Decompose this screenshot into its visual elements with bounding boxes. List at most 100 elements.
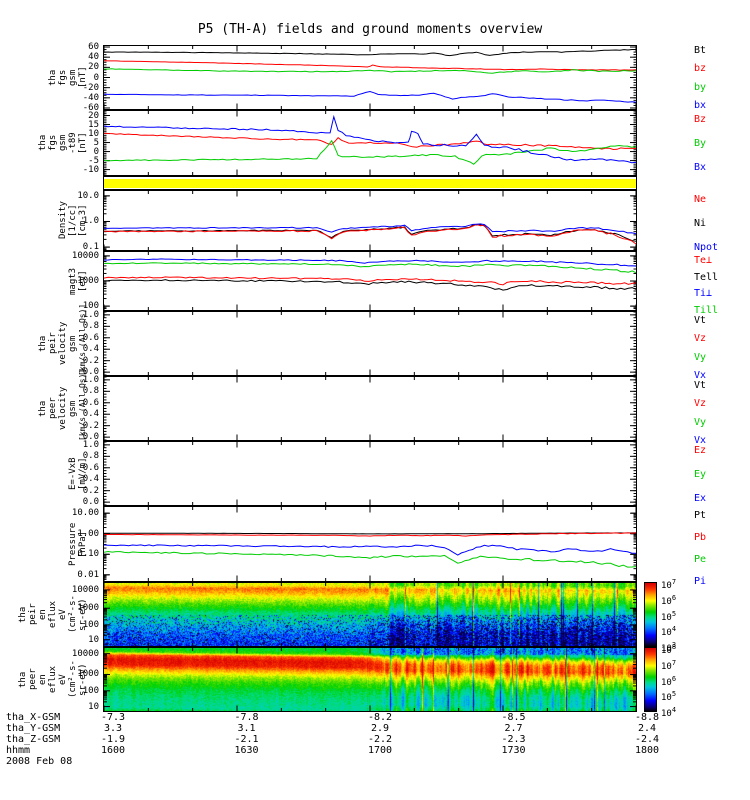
- axis-row-label: tha_X-GSM: [6, 712, 61, 723]
- y-tick-label: 0.6: [82, 332, 99, 343]
- y-tick-label: 1.0: [82, 216, 99, 227]
- y-axis-label-line: peir: [28, 603, 38, 626]
- axis-value-x: -7.3: [100, 712, 126, 723]
- y-axis-label-line: peer: [48, 397, 58, 420]
- y-axis-label-line: [km/s (All Qs)]: [78, 368, 87, 441]
- density-plot: [104, 191, 636, 250]
- y-axis-label-line: velocity: [58, 386, 68, 431]
- y-tick-label: 20: [88, 110, 99, 121]
- y-tick-label: 0.2: [82, 420, 99, 431]
- y-tick-label: 10000: [71, 648, 99, 659]
- trace-Ti⊥: [104, 258, 636, 267]
- trace-label-Vt: Vt: [694, 315, 707, 326]
- axis-row-label: tha_Z-GSM: [6, 734, 61, 745]
- trace-Npot: [104, 223, 636, 235]
- y-axis-label-line: Pressure: [68, 522, 78, 566]
- y-tick-label: 15: [88, 119, 99, 130]
- y-axis-label-line: -t89: [68, 132, 78, 154]
- colorbar-tick-label: 106: [661, 674, 676, 688]
- y-tick-label: 40: [88, 52, 99, 63]
- fgs-gsm-plot: [104, 46, 636, 109]
- colorbar-base: 10: [661, 581, 672, 591]
- colorbar-exponent: 8: [671, 643, 677, 651]
- y-axis-label-line: [km/s (All Qs)]: [78, 303, 87, 376]
- y-tick-label: 1000: [77, 669, 99, 680]
- y-tick-label: 5: [93, 137, 99, 148]
- trace-label-Te⊥: Te⊥: [694, 255, 713, 266]
- panel-peir-eflux: [103, 582, 637, 647]
- colorbar-tick-label: 104: [661, 624, 676, 638]
- axis-value-x: -7.8: [234, 712, 259, 723]
- colorbar-base: 10: [661, 628, 672, 639]
- y-tick-label: 0.4: [82, 474, 99, 485]
- y-tick-label: 100: [82, 619, 99, 630]
- axis-value-time: 1730: [501, 745, 526, 756]
- y-tick-label: 10.0: [77, 190, 99, 201]
- y-axis-label-line: en: [38, 674, 48, 685]
- colorbar-base: 10: [661, 646, 672, 656]
- y-tick-label: 1.00: [77, 528, 99, 539]
- colorbar-tick-label: 107: [661, 658, 676, 672]
- y-tick-label: 10.00: [71, 508, 99, 519]
- colorbar-exponent: 6: [671, 674, 677, 683]
- trace-Pi: [104, 544, 636, 556]
- axis-value-x: -8.2: [367, 712, 393, 723]
- y-axis-label-line: [nT]: [78, 66, 88, 89]
- y-axis-label-line: sr-eV): [78, 598, 88, 631]
- y-axis-label-line: [eV]: [78, 270, 88, 292]
- colorbar-base: 10: [661, 677, 672, 688]
- colorbar-exponent: 5: [671, 690, 677, 699]
- colorbar-peir-eflux: [644, 582, 657, 647]
- y-axis-label-line: tha: [38, 400, 48, 417]
- axis-value-z: -2.1: [234, 734, 259, 745]
- y-tick-label: -10: [82, 164, 99, 175]
- y-tick-label: 0.2: [82, 485, 99, 496]
- axis-value-time: 1700: [367, 745, 393, 756]
- y-axis-label-line: [cm-3]: [78, 204, 88, 237]
- colorbar-exponent: 7: [671, 578, 677, 586]
- trace-label-Pe: Pe: [694, 554, 707, 565]
- y-tick-label: 1.0: [82, 439, 99, 450]
- panel-pressure: [103, 506, 637, 582]
- y-tick-label: 1000: [77, 603, 99, 614]
- trace-label-bx: bx: [694, 100, 707, 111]
- panel-density: [103, 190, 637, 251]
- y-tick-label: 0.4: [82, 409, 99, 420]
- peir-velocity-plot: [104, 312, 636, 375]
- axis-value-z: -2.4: [634, 734, 660, 745]
- y-tick-label: 10: [88, 701, 99, 712]
- y-axis-label-line: E=-VxB: [68, 457, 78, 490]
- trace-label-Ey: Ey: [694, 469, 707, 480]
- colorbar-exponent: 7: [671, 658, 677, 667]
- trace-By: [104, 139, 636, 165]
- y-axis-label-line: eV: [58, 609, 68, 620]
- colorbar-exponent: 6: [671, 593, 677, 602]
- colorbar-base: 10: [661, 612, 672, 623]
- axis-value-y: 2.7: [504, 723, 523, 734]
- axis-value-z: -2.2: [367, 734, 393, 745]
- colorbar-tick-label: 108: [661, 642, 676, 656]
- axis-value-z: -1.9: [100, 734, 126, 745]
- axis-value-time: 1600: [100, 745, 126, 756]
- axis-value-z: -2.3: [501, 734, 526, 745]
- trace-Te⊥: [104, 276, 636, 286]
- y-tick-label: 10000: [71, 584, 99, 595]
- magt3-plot: [104, 252, 636, 310]
- trace-label-Bz: Bz: [694, 114, 707, 125]
- trace-Pe: [104, 550, 636, 568]
- date-label: 2008 Feb 08: [6, 756, 73, 767]
- axis-row-label: hhmm: [6, 745, 31, 756]
- panel-magt3: [103, 251, 637, 311]
- trace-Bt: [104, 49, 636, 57]
- y-axis-label-line: [1/cc]: [68, 204, 78, 237]
- axis-value-y: 2.9: [370, 723, 390, 734]
- y-axis-label-line: peir: [48, 332, 58, 355]
- trace-label-Vy: Vy: [694, 351, 707, 363]
- colorbar-tick-label: 103: [661, 640, 676, 654]
- axis-value-time: 1630: [234, 745, 259, 756]
- panel-fgs-gsm: [103, 45, 637, 110]
- y-axis-label-line: Density: [58, 201, 68, 240]
- trace-Bx: [104, 114, 636, 164]
- y-axis-label-line: [mV/m]: [78, 457, 88, 490]
- y-axis-label-line: en: [38, 609, 48, 620]
